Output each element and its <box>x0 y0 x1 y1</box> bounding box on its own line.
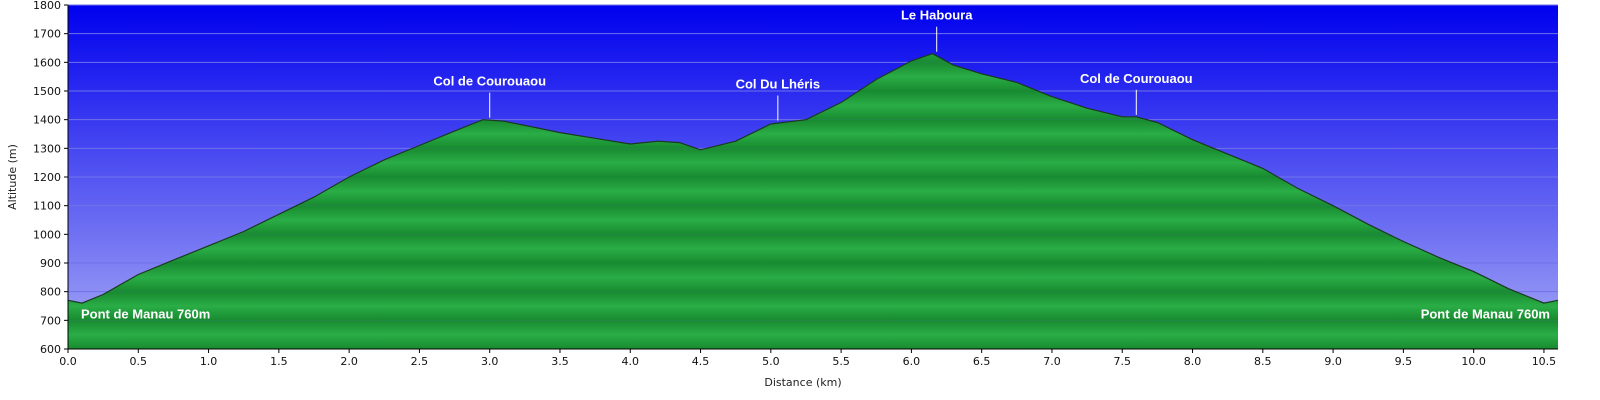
x-tick-label: 7.5 <box>1113 355 1131 368</box>
x-tick-label: 2.0 <box>340 355 358 368</box>
y-tick-label: 1700 <box>33 28 61 41</box>
x-tick-label: 7.0 <box>1043 355 1061 368</box>
x-tick-label: 9.0 <box>1324 355 1342 368</box>
y-tick-label: 1200 <box>33 171 61 184</box>
y-tick-label: 1600 <box>33 56 61 69</box>
annotation-label: Col Du Lhéris <box>736 77 821 92</box>
annotations: Col de Courouaou Col Du Lhéris Le Haboura C… <box>433 8 1193 121</box>
terrain-band <box>68 234 1558 263</box>
x-tick-label: 5.0 <box>762 355 780 368</box>
x-tick-label: 10.0 <box>1461 355 1486 368</box>
x-tick-label: 9.5 <box>1395 355 1413 368</box>
annotation-label: Col de Courouaou <box>433 74 546 89</box>
x-tick-label: 3.5 <box>551 355 569 368</box>
y-tick-label: 1100 <box>33 200 61 213</box>
y-tick-label: 1400 <box>33 114 61 127</box>
x-tick-label: 3.0 <box>481 355 499 368</box>
y-axis-title: Altitude (m) <box>6 144 19 210</box>
terrain-band <box>68 320 1558 349</box>
start-label: Pont de Manau 760m <box>81 306 210 321</box>
y-tick-label: 900 <box>40 257 61 270</box>
terrain-band <box>68 263 1558 292</box>
x-tick-label: 1.0 <box>200 355 218 368</box>
x-tick-label: 8.0 <box>1184 355 1202 368</box>
terrain-band <box>68 291 1558 321</box>
y-tick-label: 1000 <box>33 228 61 241</box>
x-tick-label: 1.5 <box>270 355 288 368</box>
y-tick-label: 600 <box>40 343 61 356</box>
terrain-band <box>68 205 1558 235</box>
y-tick-label: 1500 <box>33 85 61 98</box>
axes: 600 700 800 900 1000 1100 1200 1300 1400 1500 1600… <box>33 0 1558 368</box>
x-tick-label: 0.0 <box>59 355 77 368</box>
terrain-outline <box>67 53 1559 304</box>
x-tick-label: 8.5 <box>1254 355 1272 368</box>
y-tick-label: 800 <box>40 286 61 299</box>
x-tick-label: 4.5 <box>692 355 710 368</box>
y-tick-label: 1300 <box>33 142 61 155</box>
end-label: Pont de Manau 760m <box>1421 306 1550 321</box>
x-tick-label: 5.5 <box>832 355 850 368</box>
annotation-label: Le Haboura <box>901 8 973 23</box>
x-tick-label: 4.0 <box>622 355 640 368</box>
x-tick-label: 6.0 <box>903 355 921 368</box>
y-tick-label: 1800 <box>33 0 61 12</box>
x-tick-label: 0.5 <box>130 355 148 368</box>
x-tick-label: 6.5 <box>973 355 991 368</box>
y-tick-label: 700 <box>40 314 61 327</box>
annotation-label: Col de Courouaou <box>1080 71 1193 86</box>
x-axis-title: Distance (km) <box>764 376 841 389</box>
x-tick-label: 2.5 <box>411 355 429 368</box>
x-tick-label: 10.5 <box>1532 355 1557 368</box>
